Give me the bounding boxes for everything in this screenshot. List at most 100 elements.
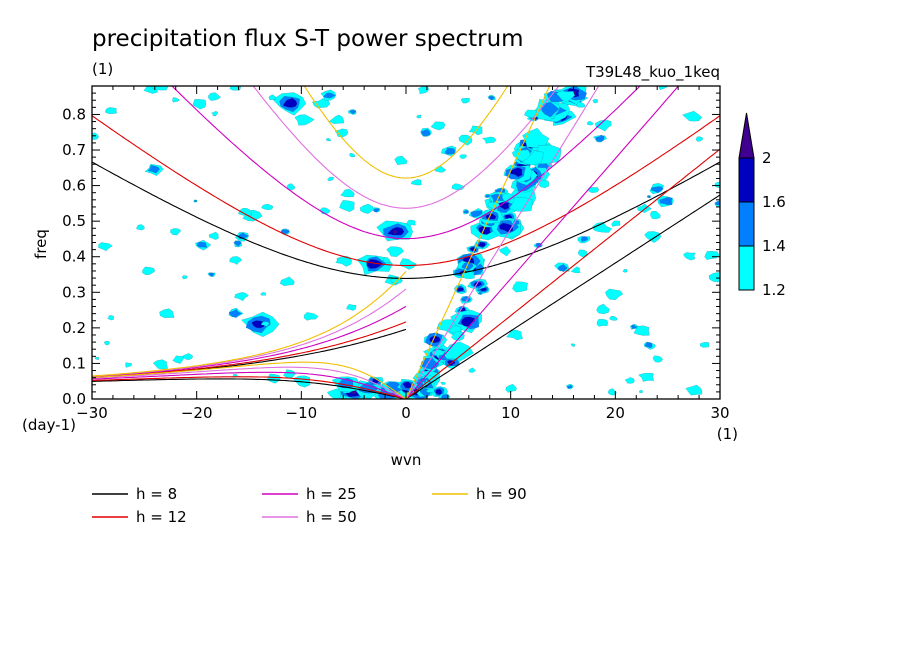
- power-contour: [172, 355, 185, 364]
- power-contour: [282, 369, 296, 379]
- power-contour: [260, 292, 266, 296]
- power-contour: [182, 353, 194, 361]
- power-contour: [468, 367, 476, 373]
- power-contour: [624, 377, 635, 384]
- x-axis-label: wvn: [391, 451, 422, 469]
- dispersion-curve-ig: [92, 115, 720, 267]
- power-contour: [406, 219, 416, 226]
- legend-entry: h = 8: [136, 485, 177, 503]
- power-contour: [279, 276, 295, 287]
- power-contour: [595, 134, 605, 142]
- dispersion-curve-kelvin: [405, 86, 551, 399]
- power-contour: [596, 303, 610, 315]
- power-contour: [208, 231, 219, 241]
- power-contour: [650, 186, 664, 194]
- power-contour: [125, 362, 133, 368]
- chart-title: precipitation flux S-T power spectrum: [92, 26, 524, 52]
- colorbar-label: 1.4: [762, 237, 786, 255]
- power-contour: [637, 203, 652, 214]
- power-contour: [228, 308, 243, 318]
- dispersion-curve-mrg: [92, 328, 407, 379]
- power-contour: [251, 320, 265, 329]
- colorbar: 1.2 1.4 1.6 2: [738, 112, 786, 299]
- power-contour: [136, 224, 145, 231]
- x-tick-label: 10: [501, 404, 520, 422]
- power-contour: [441, 394, 449, 399]
- power-contour: [98, 242, 113, 252]
- power-contour: [104, 107, 117, 115]
- dispersion-curve-kelvin: [405, 194, 720, 399]
- power-contour: [392, 229, 398, 234]
- power-contour: [430, 121, 446, 131]
- legend-entry: h = 25: [306, 485, 357, 503]
- power-contour: [208, 272, 215, 277]
- power-contour: [596, 318, 609, 327]
- power-contour: [605, 288, 624, 301]
- power-contour: [695, 136, 704, 142]
- power-contour: [456, 287, 465, 292]
- power-contour: [482, 136, 497, 144]
- power-contour: [470, 210, 483, 218]
- power-contour: [326, 388, 342, 399]
- dispersion-curve-ig: [303, 86, 509, 179]
- x-tick-label: 20: [606, 404, 625, 422]
- power-contour: [512, 281, 529, 293]
- x-tick-label: −20: [181, 404, 213, 422]
- chart-subtitle-left: (1): [92, 60, 113, 78]
- dispersion-curve-rossby: [92, 378, 407, 399]
- power-contour: [327, 176, 334, 182]
- power-contour: [505, 329, 524, 341]
- y-tick-label: 0.3: [62, 283, 86, 301]
- power-contour: [340, 188, 355, 198]
- y-tick-label: 0.1: [62, 354, 86, 372]
- power-contour: [152, 359, 168, 370]
- power-contour: [294, 114, 315, 126]
- power-contour: [159, 308, 175, 318]
- power-contour: [488, 95, 496, 101]
- power-contour: [685, 384, 703, 396]
- power-contour: [234, 292, 249, 302]
- power-contour: [329, 114, 345, 124]
- y-tick-label: 0.4: [62, 248, 86, 266]
- dispersion-curve-rossby: [92, 361, 407, 399]
- power-contour: [652, 355, 664, 363]
- power-contour: [208, 92, 222, 101]
- power-contour: [233, 240, 242, 247]
- power-contour: [325, 138, 331, 142]
- power-contour: [303, 312, 319, 321]
- dispersion-curve-ig: [171, 86, 641, 240]
- power-contour: [416, 114, 422, 119]
- power-contour: [646, 195, 651, 198]
- y-tick-label: 0.6: [62, 177, 86, 195]
- power-contour: [505, 383, 517, 393]
- y-axis-label: freq: [32, 229, 50, 259]
- power-contour: [586, 120, 594, 126]
- power-contour: [682, 110, 703, 122]
- power-contour: [541, 101, 560, 118]
- legend-entry: h = 50: [306, 508, 357, 526]
- dispersion-curve-ig: [252, 86, 560, 209]
- colorbar-label: 1.6: [762, 193, 786, 211]
- power-contour: [633, 325, 650, 336]
- power-contour: [170, 228, 182, 236]
- y-tick-label: 0.5: [62, 212, 86, 230]
- power-contour: [549, 116, 555, 119]
- power-contour: [485, 213, 497, 220]
- power-contour: [630, 324, 638, 329]
- power-contour: [592, 221, 613, 233]
- power-contour: [708, 272, 720, 283]
- power-contour: [460, 97, 470, 104]
- power-contour: [594, 119, 612, 132]
- y-tick-label: 0.2: [62, 319, 86, 337]
- power-contour: [704, 250, 720, 260]
- power-contour: [172, 97, 180, 103]
- y-tick-label: 0.0: [62, 390, 86, 408]
- x-tick-label: −10: [286, 404, 318, 422]
- y-tick-label: 0.8: [62, 105, 86, 123]
- power-contour: [103, 340, 110, 346]
- power-contour: [683, 252, 696, 261]
- power-contour: [386, 246, 404, 258]
- power-contour: [420, 128, 431, 137]
- power-contour: [268, 94, 276, 101]
- power-contour: [229, 86, 241, 91]
